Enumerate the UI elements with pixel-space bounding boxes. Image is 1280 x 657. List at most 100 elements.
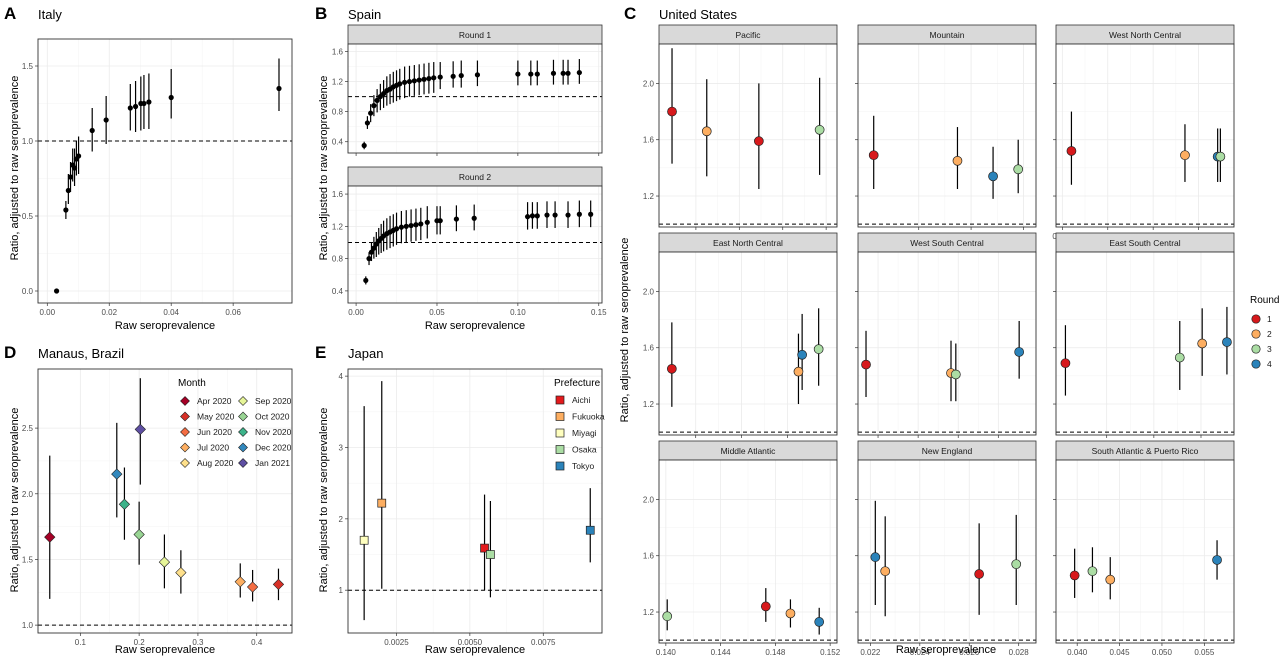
- data-point: [528, 71, 534, 77]
- legend-month-swatch: [180, 411, 190, 422]
- legend-month-swatch: [238, 396, 248, 406]
- data-point: [418, 221, 424, 227]
- y-tick-label: 2.5: [22, 424, 34, 433]
- legend-month-label: May 2020: [197, 412, 235, 422]
- data-point: [450, 73, 456, 79]
- data-point: [111, 468, 123, 480]
- data-point: [364, 120, 371, 126]
- legend-month-swatch: [238, 458, 248, 468]
- data-point: [366, 256, 372, 262]
- y-tick-label: 1.6: [643, 344, 655, 353]
- data-point: [158, 556, 171, 568]
- data-point: [63, 207, 69, 213]
- data-point: [426, 75, 432, 82]
- y-tick-label: 1.6: [643, 552, 655, 561]
- legend-prefecture-title: Prefecture: [554, 378, 601, 389]
- panel-c: C United States Pacific 0.024 0.026 0.028 0.…: [619, 4, 1279, 657]
- panel-a-xlabel: Raw seroprevalence: [115, 320, 215, 332]
- y-tick-label: 0.5: [22, 212, 34, 221]
- data-point: [272, 578, 285, 591]
- data-point: [1180, 150, 1190, 161]
- data-point: [797, 349, 807, 360]
- plot-background: [858, 44, 1036, 227]
- plot-background: [38, 39, 292, 303]
- facet-strip-label: Middle Atlantic: [721, 446, 777, 456]
- plot-background: [38, 369, 292, 633]
- data-point: [565, 212, 571, 218]
- y-tick-label: 2.0: [22, 490, 34, 499]
- data-point: [950, 369, 961, 380]
- legend-month-label: Sep 2020: [255, 396, 292, 406]
- data-point: [246, 581, 259, 593]
- data-point: [411, 78, 417, 84]
- data-point: [550, 70, 557, 76]
- legend-prefecture-label: Osaka: [572, 445, 597, 455]
- facet-strip-label: Mountain: [930, 30, 965, 40]
- panel-c-letter: C: [624, 4, 636, 23]
- legend-prefecture-swatch: [555, 428, 565, 438]
- panel-e-ylabel: Ratio, adjusted to raw seroprevalence: [318, 408, 330, 593]
- data-point: [486, 550, 495, 559]
- y-tick-label: 0.8: [332, 108, 344, 117]
- data-point: [458, 72, 464, 79]
- panel-e-title: Japan: [348, 346, 383, 361]
- y-tick-label: 0.4: [332, 138, 344, 147]
- plot-background: [348, 44, 602, 153]
- y-tick-label: 1.2: [643, 608, 655, 617]
- facet-strip-label: Round 2: [459, 172, 491, 182]
- data-point: [988, 171, 998, 182]
- data-point: [534, 71, 540, 77]
- data-point: [437, 218, 443, 224]
- data-point: [406, 78, 413, 85]
- data-point: [1069, 570, 1080, 581]
- data-point: [552, 212, 558, 218]
- data-point: [67, 174, 74, 180]
- legend-prefecture-label: Tokyo: [572, 461, 594, 471]
- panel-b-xlabel: Raw seroprevalence: [425, 320, 525, 332]
- data-point: [397, 81, 403, 87]
- legend-month-swatch: [238, 427, 248, 437]
- data-point: [813, 344, 824, 354]
- data-point: [785, 608, 796, 619]
- x-tick-label: 0.0025: [384, 638, 409, 647]
- x-tick-label: 0.148: [765, 648, 786, 657]
- plot-border: [658, 43, 838, 228]
- legend-month-title: Month: [178, 378, 206, 389]
- data-point: [371, 103, 377, 109]
- panel-d-ylabel: Ratio, adjusted to raw seroprevalence: [9, 408, 21, 593]
- chart-spain-round-2: Round 2 0.00 0.05 0.10 0.15 0.4 0.8 1.2 1.6: [332, 166, 607, 317]
- data-point: [667, 106, 677, 117]
- legend-prefecture-label: Aichi: [572, 395, 591, 405]
- legend-month-swatch: [238, 442, 248, 453]
- y-tick-label: 1.6: [332, 48, 344, 57]
- legend-month-swatch: [180, 442, 190, 453]
- legend-round: Round 1 2 3 4: [1250, 295, 1279, 369]
- panel-b-ylabel: Ratio, adjusted to raw seroprevalence: [318, 76, 330, 261]
- data-point: [1105, 574, 1116, 585]
- data-point: [1222, 337, 1232, 347]
- y-tick-label: 1.0: [22, 621, 34, 630]
- chart-us-new-england: New England 0.022 0.024 0.026 0.028: [855, 440, 1037, 657]
- data-point: [754, 136, 764, 146]
- plot-background: [1056, 44, 1234, 227]
- data-point: [44, 531, 56, 543]
- data-point: [544, 212, 550, 218]
- x-tick-label: 0.050: [1152, 648, 1173, 657]
- chart-us-middle-atlantic: Middle Atlantic 0.140 0.144 0.148 0.152 1.2 1.…: [643, 440, 841, 657]
- facet-strip-label: West South Central: [910, 238, 984, 248]
- data-point: [368, 110, 374, 116]
- panel-b-letter: B: [315, 4, 327, 23]
- data-point: [576, 69, 582, 76]
- legend-month-label: Jan 2021: [255, 458, 290, 468]
- data-point: [398, 224, 404, 230]
- x-tick-label: 0.05: [429, 308, 445, 317]
- data-point: [662, 611, 673, 622]
- data-point: [359, 535, 369, 545]
- legend-prefecture-label: Miyagi: [572, 428, 597, 438]
- plot-background: [858, 460, 1036, 643]
- data-point: [560, 70, 566, 76]
- plot-border: [347, 368, 603, 634]
- plot-border: [857, 43, 1037, 228]
